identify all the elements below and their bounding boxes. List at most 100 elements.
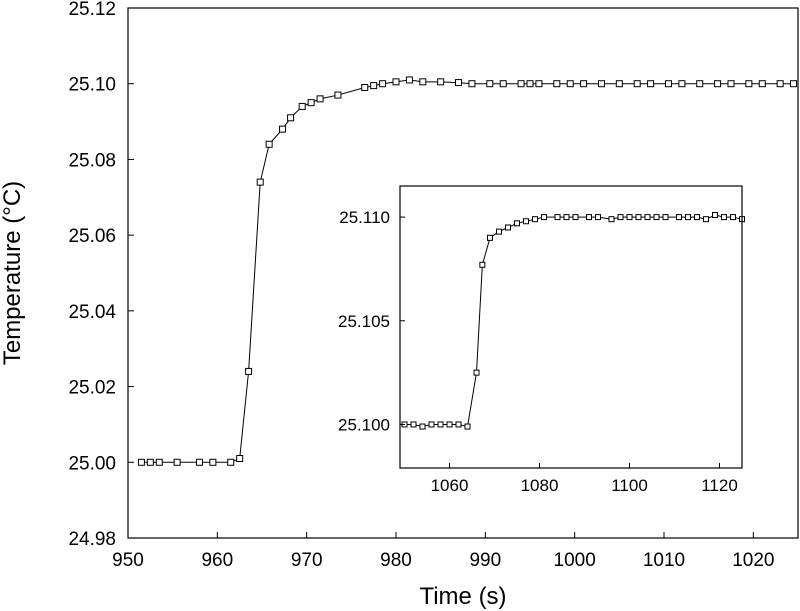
inset-data-point xyxy=(572,214,579,221)
inset-y-tick-label: 25.100 xyxy=(338,415,390,434)
inset-data-point xyxy=(730,214,736,221)
main-data-point xyxy=(776,80,784,88)
main-data-point xyxy=(379,80,387,88)
inset-plot: 1060 1080 1100 1120 25.100 25.105 25.110 xyxy=(338,185,745,495)
main-data-point xyxy=(517,80,525,88)
main-data-point xyxy=(173,458,181,466)
inset-y-tick-label: 25.105 xyxy=(338,312,390,331)
main-data-point xyxy=(209,458,217,466)
inset-data-point xyxy=(532,216,538,223)
main-data-point xyxy=(392,78,400,86)
main-data-point xyxy=(566,80,574,88)
main-x-tick-label: 950 xyxy=(112,550,144,571)
inset-data-point xyxy=(635,214,642,221)
inset-data-point xyxy=(608,216,615,223)
inset-data-point xyxy=(505,224,511,231)
main-data-point xyxy=(526,80,534,88)
inset-data-point xyxy=(523,218,529,225)
inset-x-tick-label: 1100 xyxy=(611,476,648,495)
inset-data-point xyxy=(473,369,480,376)
main-y-tick-label: 25.02 xyxy=(68,378,116,399)
main-data-point xyxy=(370,82,378,90)
inset-data-point xyxy=(676,214,682,221)
inset-data-point xyxy=(496,228,502,235)
inset-data-point xyxy=(653,214,660,221)
main-data-point xyxy=(256,178,264,186)
main-data-point xyxy=(535,80,543,88)
main-data-point xyxy=(647,80,655,88)
main-data-point xyxy=(146,458,154,466)
main-data-point xyxy=(405,76,413,84)
inset-x-ticks: 1060 1080 1100 1120 xyxy=(431,463,738,495)
main-data-point xyxy=(468,80,476,88)
inset-data-point xyxy=(563,214,570,221)
inset-data-point xyxy=(487,234,493,241)
inset-data-point xyxy=(721,214,727,221)
main-data-point xyxy=(758,80,766,88)
main-x-tick-label: 970 xyxy=(291,550,323,571)
main-x-tick-label: 1000 xyxy=(554,550,596,571)
main-data-point xyxy=(597,80,605,88)
main-y-tick-label: 25.08 xyxy=(68,150,116,171)
inset-data-point xyxy=(541,214,547,221)
main-x-ticks: 950 960 970 980 990 1000 1010 1020 xyxy=(112,532,774,571)
main-data-point xyxy=(696,80,704,88)
inset-plot-frame xyxy=(399,185,743,469)
inset-data-point xyxy=(595,214,601,221)
main-y-tick-label: 24.98 xyxy=(68,529,116,550)
inset-data-point xyxy=(662,214,669,221)
main-data-point xyxy=(334,91,342,99)
main-series xyxy=(137,76,798,466)
main-data-point xyxy=(361,84,369,91)
main-data-point xyxy=(195,458,203,466)
main-data-point xyxy=(499,80,507,88)
inset-x-tick-label: 1060 xyxy=(431,476,469,495)
main-data-point xyxy=(307,99,315,107)
main-data-point xyxy=(287,114,295,122)
main-y-ticks: 24.98 25.00 25.02 25.04 25.06 25.08 25.10 25.12 xyxy=(68,0,134,550)
inset-data-point xyxy=(586,214,592,221)
inset-data-point xyxy=(626,214,633,221)
main-data-point xyxy=(615,80,623,88)
x-axis-title: Time (s) xyxy=(419,583,506,610)
main-y-tick-label: 25.04 xyxy=(68,302,116,323)
main-y-tick-label: 25.10 xyxy=(68,75,116,96)
main-data-point xyxy=(437,78,445,86)
main-data-point xyxy=(714,80,722,88)
inset-data-point xyxy=(410,421,417,428)
main-plot-frame xyxy=(127,7,799,539)
main-data-point xyxy=(137,458,145,466)
inset-data-point xyxy=(479,261,486,268)
main-y-tick-label: 25.12 xyxy=(68,0,116,20)
main-data-point xyxy=(664,80,672,88)
inset-data-point xyxy=(514,220,520,227)
inset-data-point xyxy=(703,216,709,223)
main-x-tick-label: 990 xyxy=(469,550,501,571)
main-data-point xyxy=(155,458,163,466)
main-x-tick-label: 1020 xyxy=(732,550,774,571)
inset-x-tick-label: 1080 xyxy=(521,476,559,495)
main-data-point xyxy=(298,102,306,110)
main-plot: 950 960 970 980 990 1000 1010 1020 24.98 25.00 25… xyxy=(68,0,799,571)
main-data-point xyxy=(227,458,235,466)
main-data-point xyxy=(727,80,735,88)
inset-data-point xyxy=(554,214,561,221)
main-data-point xyxy=(316,95,324,103)
main-data-point xyxy=(678,80,686,88)
main-data-point xyxy=(279,125,287,133)
main-data-point xyxy=(419,78,427,86)
inset-data-point xyxy=(437,421,444,428)
inset-data-point xyxy=(428,421,435,428)
inset-data-point xyxy=(446,421,453,428)
inset-data-point xyxy=(617,214,624,221)
main-data-point xyxy=(236,455,244,462)
inset-y-ticks: 25.100 25.105 25.110 xyxy=(338,208,405,434)
inset-data-point xyxy=(419,423,426,430)
main-data-point xyxy=(455,79,463,87)
inset-plot-background xyxy=(400,186,742,468)
main-x-tick-label: 980 xyxy=(380,550,412,571)
inset-data-point xyxy=(455,421,462,428)
inset-data-point xyxy=(464,423,471,430)
inset-x-tick-label: 1120 xyxy=(701,476,738,495)
